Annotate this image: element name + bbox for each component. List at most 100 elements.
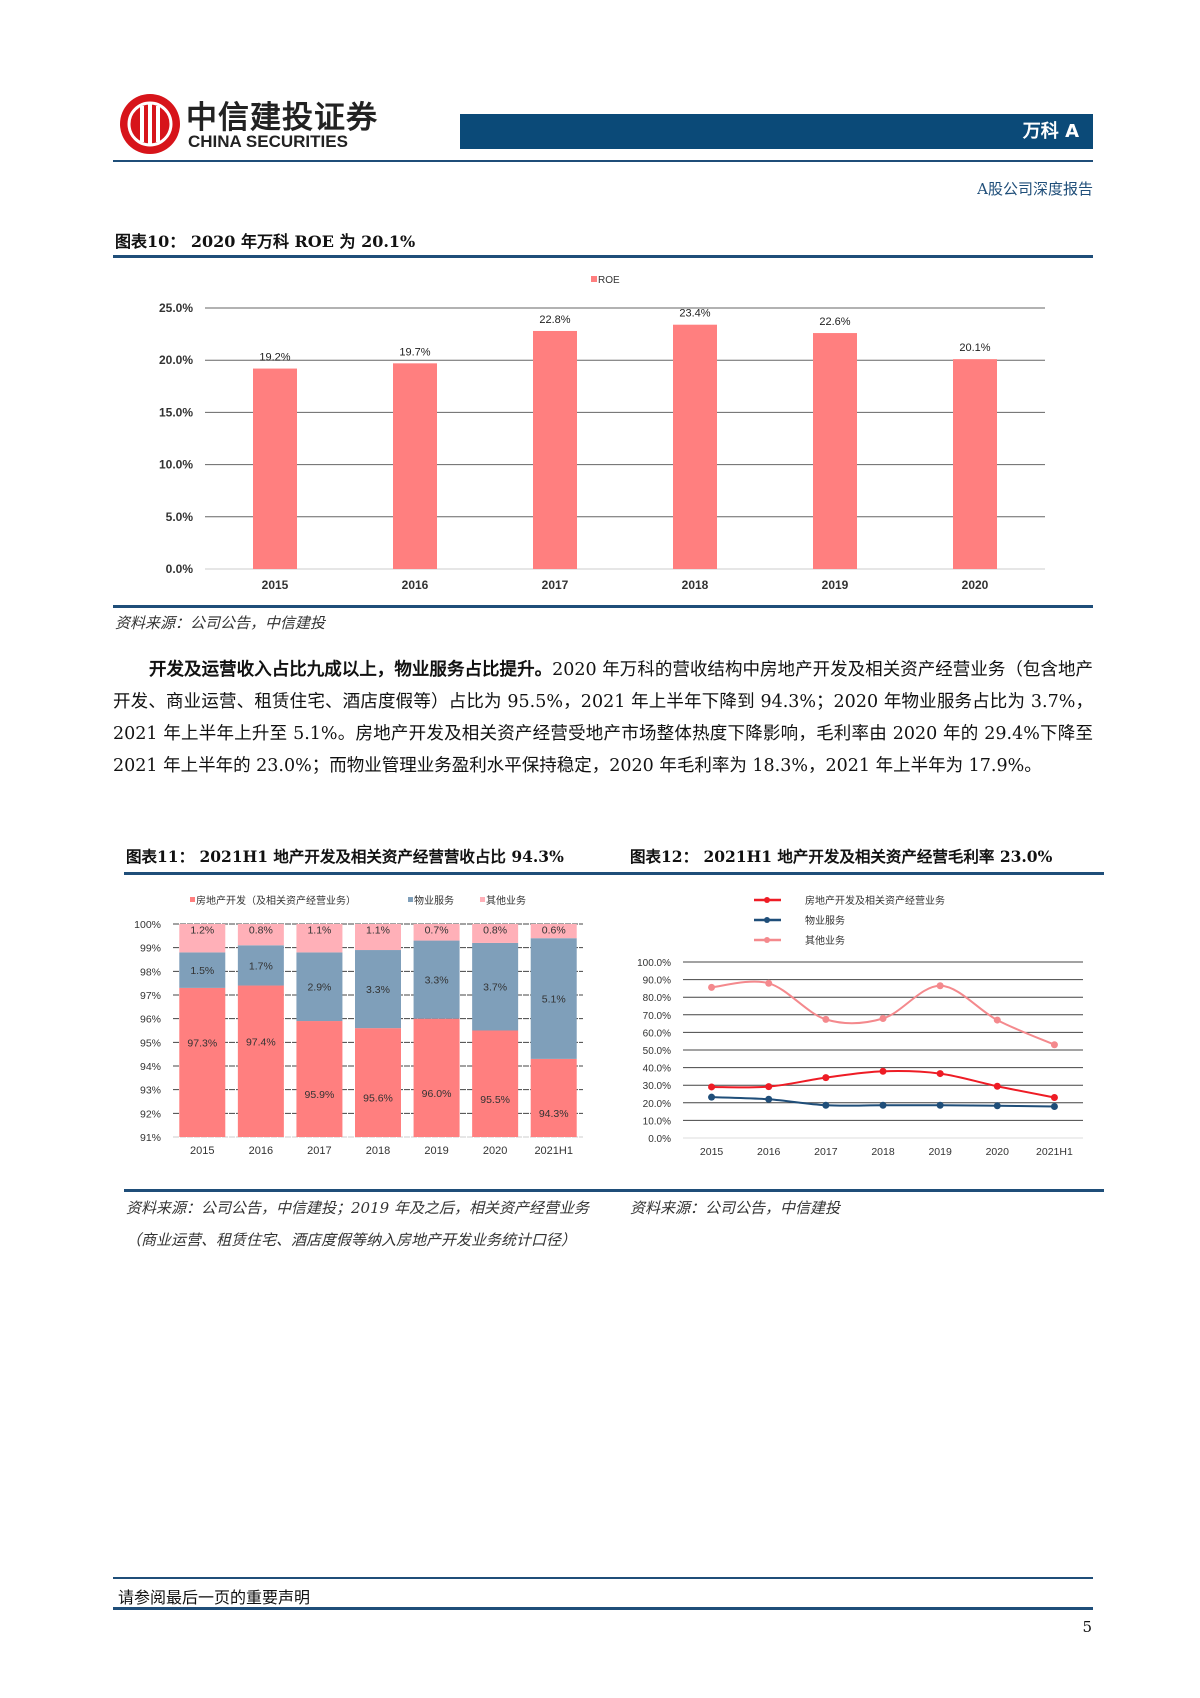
data-label: 22.8% [539, 314, 570, 326]
legend-label: 房地产开发及相关资产经营业务 [805, 894, 945, 907]
data-label: 3.3% [366, 984, 390, 996]
data-point [765, 1083, 773, 1091]
legend-label: 房地产开发（及相关资产经营业务） [196, 894, 356, 907]
bar-segment [237, 985, 284, 1137]
data-point [708, 1093, 716, 1101]
company-banner: 万科 A [460, 114, 1093, 149]
gross-margin-line-chart: 0.0% 10.0% 20.0% 30.0% 40.0% 50.0% 60.0% 70.0% 8… [637, 894, 1083, 1158]
data-point [822, 1074, 830, 1082]
y-tick-label: 90.0% [643, 976, 671, 987]
bar [393, 363, 437, 569]
x-tick-label: 2019 [928, 1146, 952, 1158]
legend-label: 其他业务 [805, 934, 845, 947]
fig11-title: 图表11： 2021H1 地产开发及相关资产经营营收占比 94.3% [126, 847, 564, 866]
data-point [993, 1016, 1001, 1024]
bar [953, 359, 997, 569]
fig12-source: 资料来源：公司公告，中信建投 [630, 1199, 841, 1217]
bar-segment [296, 924, 343, 953]
data-label: 95.9% [305, 1089, 335, 1101]
data-point [1050, 1094, 1058, 1102]
bar [673, 324, 717, 569]
y-tick-label: 97% [140, 990, 161, 1002]
y-tick-label: 20.0% [159, 353, 193, 367]
bar-segment [472, 924, 519, 943]
data-label: 3.7% [483, 982, 507, 994]
data-label: 1.1% [366, 924, 390, 936]
data-label: 96.0% [422, 1088, 452, 1100]
bar [533, 330, 577, 569]
data-label: 23.4% [679, 308, 710, 320]
x-tick-label: 2020 [986, 1146, 1010, 1158]
series-line [711, 1070, 1055, 1099]
y-tick-label: 99% [140, 943, 161, 955]
y-tick-label: 92% [140, 1108, 161, 1120]
legend-marker [764, 937, 770, 943]
data-point [993, 1102, 1001, 1110]
legend-swatch [408, 897, 413, 902]
fig11-12-bottom-rule [124, 1189, 1104, 1192]
y-tick-label: 100.0% [637, 958, 671, 969]
bar-segment [413, 924, 460, 941]
x-tick-label: 2017 [307, 1145, 331, 1157]
legend-swatch [480, 897, 485, 902]
y-tick-label: 0.0% [166, 562, 194, 576]
data-point [879, 1014, 887, 1022]
fig12-title: 图表12： 2021H1 地产开发及相关资产经营毛利率 23.0% [630, 847, 1053, 866]
legend-marker [764, 917, 770, 923]
x-tick-label: 2017 [814, 1146, 838, 1158]
y-tick-label: 5.0% [166, 510, 194, 524]
y-tick-label: 10.0% [643, 1116, 671, 1127]
x-tick-label: 2018 [366, 1145, 390, 1157]
bar-segment [530, 938, 577, 1059]
data-label: 97.3% [187, 1037, 217, 1049]
x-tick-label: 2017 [542, 578, 569, 592]
data-point [993, 1082, 1001, 1090]
data-point [765, 979, 773, 987]
bar-segment [179, 924, 226, 953]
data-point [1050, 1102, 1058, 1110]
data-label: 3.3% [425, 975, 449, 987]
logo-english: CHINA SECURITIES [188, 132, 348, 151]
data-point [879, 1067, 887, 1075]
bar-segment [179, 952, 226, 988]
fig10-source: 资料来源：公司公告，中信建投 [115, 614, 326, 632]
x-tick-label: 2019 [424, 1145, 448, 1157]
y-tick-label: 80.0% [643, 993, 671, 1004]
bar-segment [355, 950, 401, 1029]
footer-disclaimer: 请参阅最后一页的重要声明 [118, 1588, 311, 1607]
legend-marker [764, 897, 770, 903]
legend-swatch [591, 276, 597, 282]
x-tick-label: 2015 [262, 578, 289, 592]
bar-segment [413, 1018, 460, 1137]
data-label: 22.6% [819, 316, 850, 328]
fig11-12-top-rule [124, 872, 1104, 875]
footer-rule-top [113, 1577, 1093, 1579]
bar-segment [237, 924, 284, 946]
paragraph-lead: 开发及运营收入占比九成以上，物业服务占比提升。 [149, 660, 553, 680]
bar-segment [237, 945, 284, 986]
data-label: 19.2% [259, 352, 290, 364]
x-tick-label: 2018 [682, 578, 709, 592]
data-point [765, 1095, 773, 1103]
data-label: 20.1% [959, 342, 990, 354]
bar [253, 368, 297, 569]
body-paragraph: 开发及运营收入占比九成以上，物业服务占比提升。2020 年万科的营收结构中房地产… [113, 654, 1093, 782]
data-label: 2.9% [307, 982, 331, 994]
y-tick-label: 25.0% [159, 301, 193, 315]
y-tick-label: 100% [134, 919, 161, 931]
x-tick-label: 2016 [757, 1146, 781, 1158]
fig11-source: 资料来源：公司公告，中信建投；2019 年及之后，相关资产经营业务（商业运营、租… [126, 1199, 589, 1249]
fig10-top-rule [113, 255, 1093, 258]
bar-segment [296, 1021, 343, 1137]
legend-label: 物业服务 [414, 894, 454, 907]
x-tick-label: 2015 [700, 1146, 724, 1158]
y-tick-label: 20.0% [643, 1099, 671, 1110]
data-label: 5.1% [542, 994, 566, 1006]
data-point [936, 1101, 944, 1109]
x-tick-label: 2021H1 [1036, 1146, 1073, 1158]
fig10-bottom-rule [113, 605, 1093, 608]
legend-label: 其他业务 [486, 894, 526, 907]
data-point [708, 983, 716, 991]
legend-label: ROE [598, 275, 620, 286]
data-label: 1.2% [190, 924, 214, 936]
